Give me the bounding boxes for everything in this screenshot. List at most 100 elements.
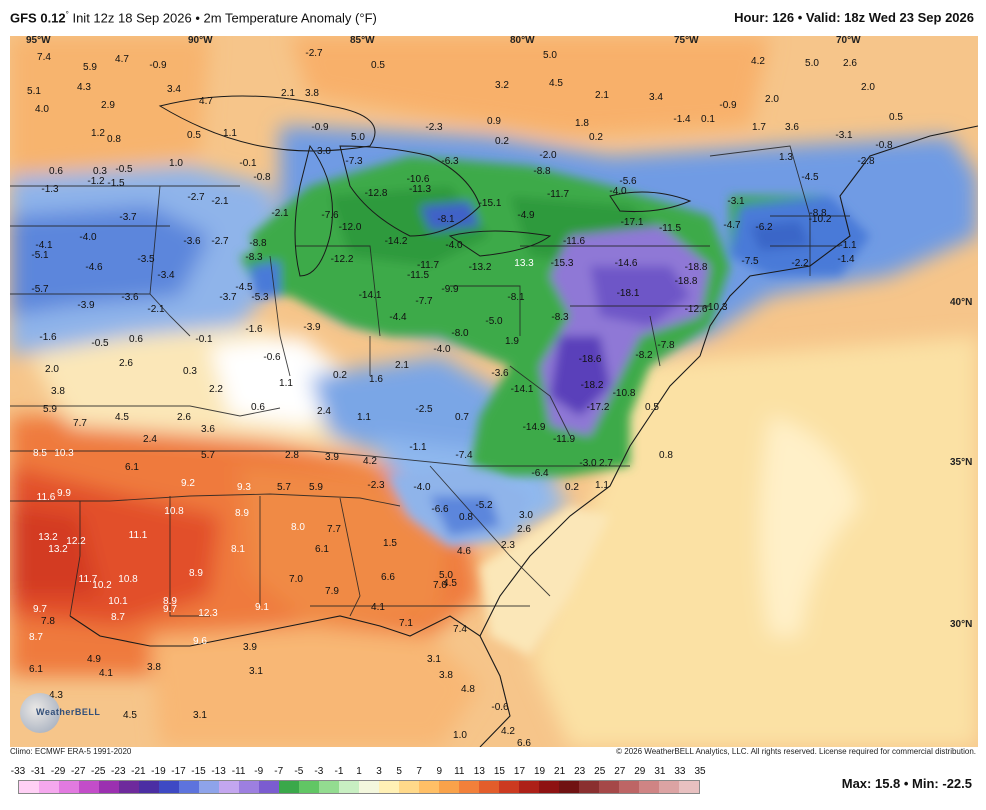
colorbar-segment (259, 781, 279, 793)
anomaly-value: -3.4 (157, 270, 175, 281)
anomaly-value: 7.1 (399, 618, 413, 629)
colorbar-segment (439, 781, 459, 793)
anomaly-value: 7.7 (73, 418, 87, 429)
colorbar-segment (659, 781, 679, 793)
anomaly-value: -8.1 (507, 292, 525, 303)
anomaly-value: -6.6 (431, 504, 449, 515)
colorbar-segment (579, 781, 599, 793)
anomaly-value: -8.3 (245, 252, 263, 263)
anomaly-value: 7.9 (325, 586, 339, 597)
colorbar-segment (539, 781, 559, 793)
anomaly-value: 10.2 (92, 580, 112, 591)
anomaly-value: 0.3 (183, 366, 197, 377)
anomaly-value: -18.1 (616, 288, 640, 299)
anomaly-value: -2.1 (271, 208, 289, 219)
anomaly-value: 0.8 (107, 134, 121, 145)
init-time: Init 12z 18 Sep 2026 (72, 10, 192, 26)
anomaly-value: -2.3 (367, 480, 385, 491)
anomaly-value: -12.8 (364, 188, 388, 199)
anomaly-value: 0.5 (645, 402, 659, 413)
colorbar-tick-label: 15 (493, 766, 505, 777)
anomaly-value: -3.6 (491, 368, 509, 379)
anomaly-value: -1.5 (107, 178, 125, 189)
anomaly-value: 1.8 (575, 118, 589, 129)
colorbar-segment (59, 781, 79, 793)
anomaly-value: -4.1 (35, 240, 53, 251)
anomaly-value: -8.8 (249, 238, 267, 249)
anomaly-field (10, 36, 978, 747)
anomaly-value: 8.9 (189, 568, 203, 579)
anomaly-value: -9.9 (441, 284, 459, 295)
anomaly-value: 2.9 (101, 100, 115, 111)
anomaly-value: 3.6 (201, 424, 215, 435)
colorbar-tick-labels: -33 -31 -29 -27 -25 -23 -21 -19 -17 -15 -13 -11 -9 -7… (11, 766, 706, 780)
anomaly-value: -2.2 (791, 258, 809, 269)
colorbar-tick-label: 21 (554, 766, 566, 777)
anomaly-value: 4.7 (199, 96, 213, 107)
anomaly-value: -4.0 (413, 482, 431, 493)
anomaly-value: 1.0 (453, 730, 467, 741)
anomaly-value: -8.3 (551, 312, 569, 323)
anomaly-value: -4.0 (79, 232, 97, 243)
longitude-label: 75°W (674, 36, 699, 46)
anomaly-value: -2.1 (211, 196, 229, 207)
anomaly-value: -13.2 (468, 262, 492, 273)
anomaly-value: 4.2 (501, 726, 515, 737)
anomaly-value: 5.0 (543, 50, 557, 61)
anomaly-value: -11.7 (546, 189, 570, 200)
anomaly-value: 9.7 (163, 604, 177, 615)
product-name: 2m Temperature Anomaly (°F) (203, 10, 377, 26)
anomaly-value: -4.5 (235, 282, 253, 293)
anomaly-value: -11.5 (406, 270, 430, 281)
colorbar-tick-label: -9 (254, 766, 264, 777)
colorbar-segment (519, 781, 539, 793)
anomaly-value: 7.8 (41, 616, 55, 627)
anomaly-value: -15.1 (478, 198, 502, 209)
anomaly-value: -8.2 (635, 350, 653, 361)
colorbar-segment (279, 781, 299, 793)
colorbar-segment (199, 781, 219, 793)
anomaly-value: -10.3 (704, 302, 728, 313)
anomaly-value: -1.6 (39, 332, 57, 343)
colorbar-segment (479, 781, 499, 793)
anomaly-value: -0.9 (719, 100, 737, 111)
colorbar-tick-label: 23 (574, 766, 586, 777)
anomaly-value: -12.2 (330, 254, 354, 265)
anomaly-value: -6.3 (441, 156, 459, 167)
anomaly-value: -5.3 (251, 292, 269, 303)
anomaly-value: 10.8 (118, 574, 138, 585)
anomaly-value: 4.2 (363, 456, 377, 467)
anomaly-value: -14.1 (358, 290, 382, 301)
anomaly-value: -11.5 (658, 223, 682, 234)
anomaly-value: 3.9 (325, 452, 339, 463)
anomaly-value: -0.6 (263, 352, 281, 363)
anomaly-value: 7.7 (327, 524, 341, 535)
anomaly-value: -2.3 (425, 122, 443, 133)
colorbar-segment (39, 781, 59, 793)
model-degree-mark: ° (65, 10, 69, 19)
anomaly-value: 2.3 (501, 540, 515, 551)
anomaly-value: -4.4 (389, 312, 407, 323)
anomaly-value: -12.0 (338, 222, 362, 233)
anomaly-value: 0.2 (333, 370, 347, 381)
anomaly-value: 4.2 (751, 56, 765, 67)
anomaly-value: 4.5 (123, 710, 137, 721)
colorbar-tick-label: 1 (356, 766, 362, 777)
anomaly-value: 5.9 (43, 404, 57, 415)
anomaly-value: -4.7 (723, 220, 741, 231)
anomaly-value: 4.5 (549, 78, 563, 89)
colorbar-segment (499, 781, 519, 793)
anomaly-value: -3.1 (727, 196, 745, 207)
anomaly-value: -18.2 (580, 380, 604, 391)
title-bullet: • (195, 10, 200, 26)
anomaly-value: 0.2 (589, 132, 603, 143)
anomaly-value: 3.4 (167, 84, 181, 95)
anomaly-value: 13.2 (48, 544, 68, 555)
anomaly-value: -18.8 (684, 262, 708, 273)
anomaly-value: -0.9 (311, 122, 329, 133)
anomaly-value: 2.0 (861, 82, 875, 93)
anomaly-value: -1.2 (87, 176, 105, 187)
colorbar-segment (299, 781, 319, 793)
colorbar-tick-label: -17 (171, 766, 186, 777)
anomaly-value: 2.8 (285, 450, 299, 461)
